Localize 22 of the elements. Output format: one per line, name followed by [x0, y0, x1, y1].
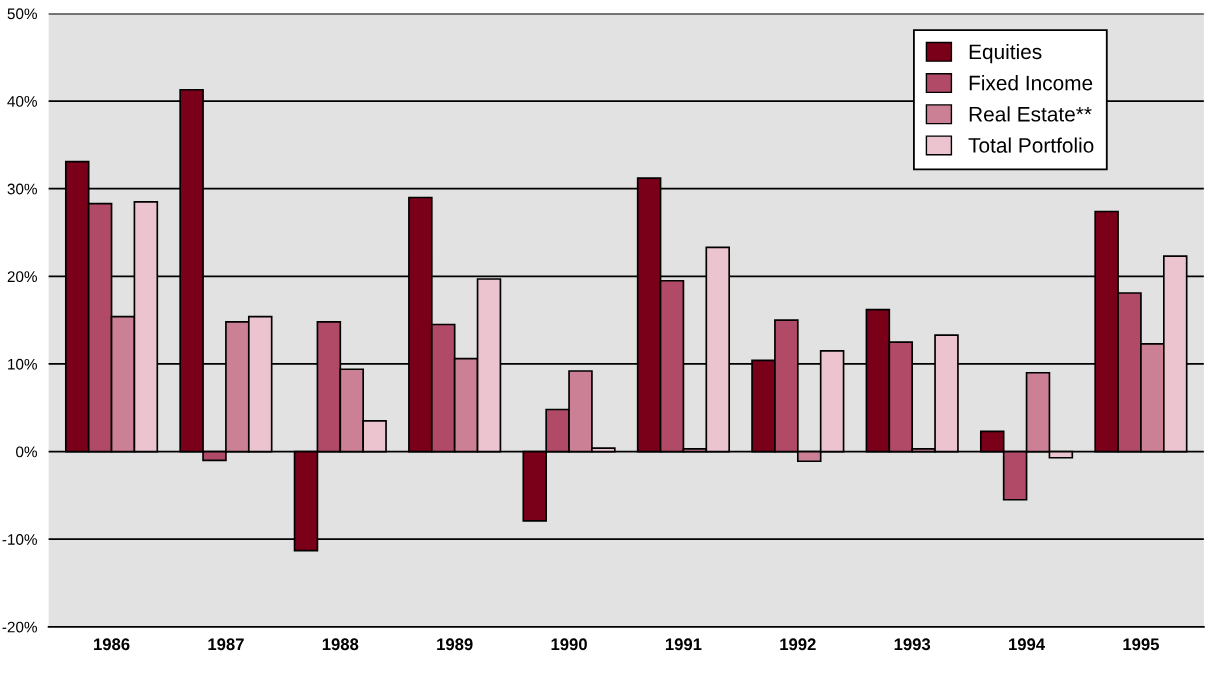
- legend-label: Fixed Income: [969, 75, 1093, 91]
- y-tick-label: 0%: [16, 446, 37, 458]
- x-tick-label: 1991: [665, 638, 702, 651]
- legend-label: Total Portfolio: [968, 137, 1094, 153]
- x-tick-label: 1989: [437, 638, 473, 651]
- y-tick-label: -10%: [2, 534, 37, 545]
- x-tick-label: 1995: [1123, 638, 1160, 651]
- y-tick-label: -20%: [2, 621, 37, 633]
- x-tick-label: 1994: [1009, 638, 1046, 651]
- y-tick-label: 30%: [7, 183, 37, 195]
- y-tick-label: 40%: [7, 95, 37, 107]
- x-tick-label: 1992: [780, 638, 816, 651]
- x-tick-label: 1990: [551, 638, 587, 651]
- y-tick-label: 20%: [7, 271, 37, 283]
- y-tick-label: 10%: [8, 358, 37, 370]
- legend-label: Equities: [969, 43, 1042, 64]
- x-tick-label: 1988: [322, 638, 359, 651]
- x-tick-label: 1986: [94, 638, 130, 651]
- legend-label: Real Estate**: [969, 106, 1092, 122]
- y-tick-label: 50%: [7, 8, 37, 20]
- x-tick-label: 1993: [894, 638, 931, 651]
- x-tick-label: 1987: [208, 638, 244, 651]
